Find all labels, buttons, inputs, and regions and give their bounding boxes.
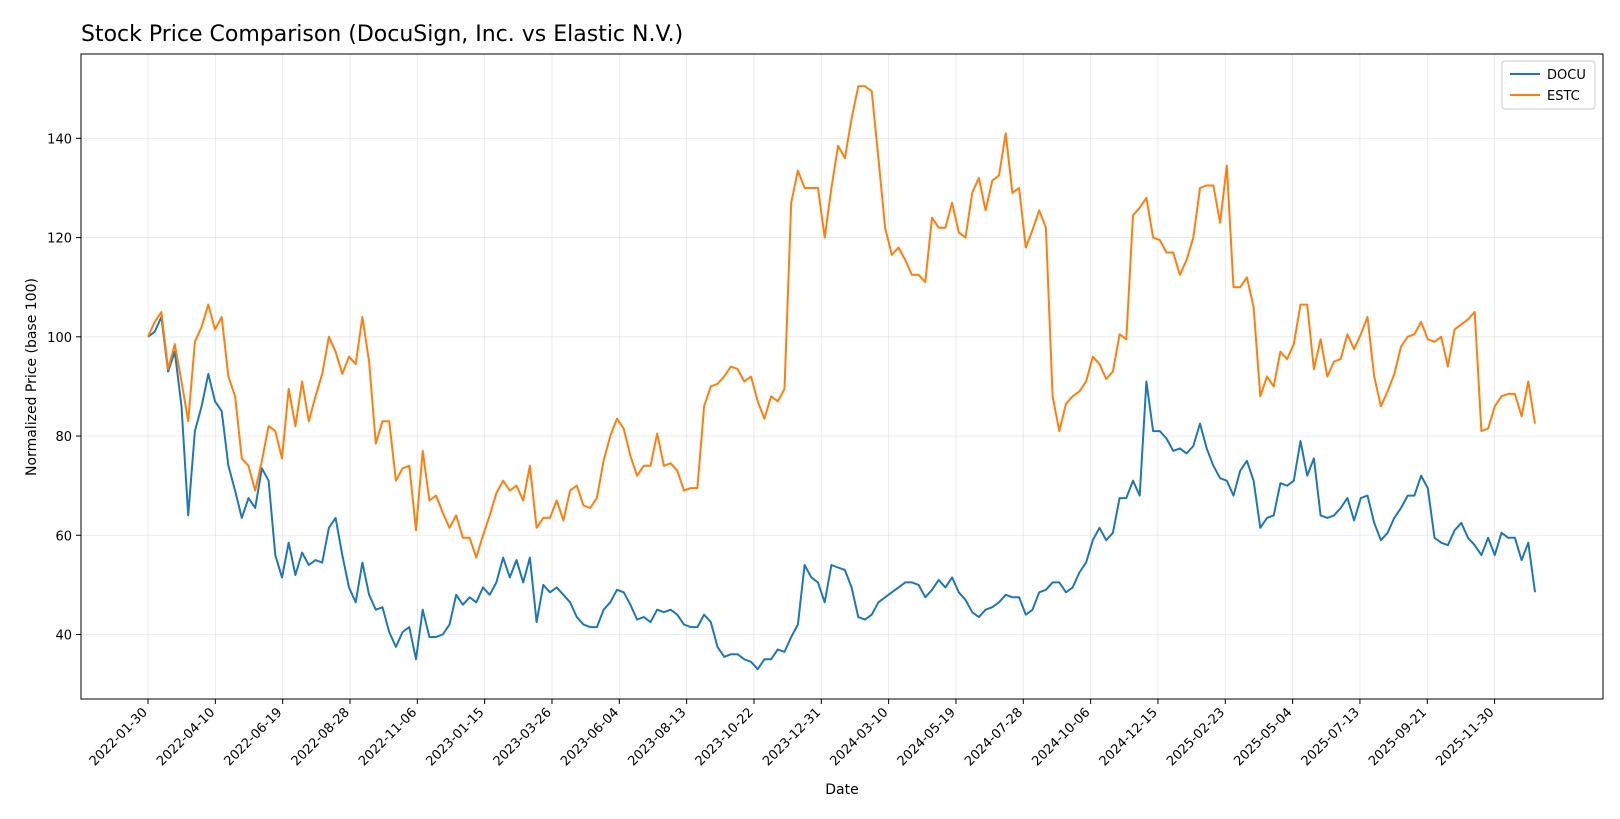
- series-layer: [147, 85, 1536, 671]
- series-line-estc: [147, 85, 1536, 559]
- legend: DOCU ESTC: [1501, 60, 1596, 110]
- y-tick-label: 60: [55, 529, 72, 544]
- y-tick-label: 40: [55, 629, 72, 644]
- series-line-docu: [147, 316, 1536, 671]
- y-tick-label: 80: [55, 430, 72, 445]
- y-axis: 40 60 80 100 120 140: [47, 132, 81, 644]
- y-tick-label: 120: [47, 232, 72, 247]
- y-tick-label: 100: [47, 331, 72, 346]
- x-axis-label: Date: [825, 782, 858, 798]
- plot-frame: [80, 53, 1604, 700]
- chart-title: Stock Price Comparison (DocuSign, Inc. v…: [81, 22, 683, 47]
- y-tick-label: 140: [47, 132, 72, 147]
- y-axis-label: Normalized Price (base 100): [24, 278, 40, 476]
- legend-label-estc: ESTC: [1547, 89, 1580, 104]
- legend-label-docu: DOCU: [1547, 68, 1586, 83]
